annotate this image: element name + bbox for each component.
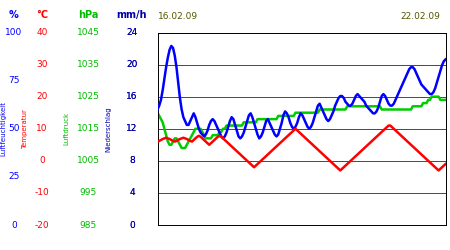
Text: °C: °C (36, 10, 48, 20)
Text: 25: 25 (8, 172, 20, 182)
Text: 40: 40 (36, 28, 48, 37)
Text: 0: 0 (129, 220, 135, 230)
Text: 50: 50 (8, 124, 20, 133)
Text: Temperatur: Temperatur (22, 109, 28, 149)
Text: 30: 30 (36, 60, 48, 69)
Text: 0: 0 (129, 220, 135, 230)
Text: mm/h: mm/h (117, 10, 147, 20)
Text: 1045: 1045 (77, 28, 100, 37)
Text: 16.02.09: 16.02.09 (158, 12, 198, 21)
Text: 20: 20 (126, 60, 138, 69)
Text: %: % (9, 10, 19, 20)
Text: Niederschlag: Niederschlag (106, 106, 112, 152)
Text: -20: -20 (35, 220, 49, 230)
Text: 75: 75 (8, 76, 20, 85)
Text: Luftdruck: Luftdruck (64, 112, 70, 145)
Text: 1025: 1025 (77, 92, 100, 101)
Text: 16: 16 (126, 92, 138, 101)
Text: 8: 8 (129, 156, 135, 165)
Text: -10: -10 (35, 188, 50, 198)
Text: 22.02.09: 22.02.09 (400, 12, 440, 21)
Text: 20: 20 (36, 92, 48, 101)
Text: 985: 985 (80, 220, 97, 230)
Text: 995: 995 (80, 188, 97, 198)
Text: 0: 0 (39, 156, 45, 165)
Text: 12: 12 (126, 124, 138, 133)
Text: 0: 0 (11, 220, 17, 230)
Text: 12: 12 (126, 124, 138, 133)
Text: 8: 8 (129, 156, 135, 165)
Text: hPa: hPa (78, 10, 99, 20)
Text: 24: 24 (126, 28, 138, 37)
Text: 1015: 1015 (77, 124, 100, 133)
Text: Luftfeuchtigkeit: Luftfeuchtigkeit (0, 101, 6, 156)
Text: 1005: 1005 (77, 156, 100, 165)
Text: 16: 16 (126, 92, 138, 101)
Text: 1035: 1035 (77, 60, 100, 69)
Text: 10: 10 (36, 124, 48, 133)
Text: 4: 4 (129, 188, 135, 198)
Text: 4: 4 (129, 188, 135, 198)
Text: 24: 24 (126, 28, 138, 37)
Text: 20: 20 (126, 60, 138, 69)
Text: 100: 100 (5, 28, 22, 37)
